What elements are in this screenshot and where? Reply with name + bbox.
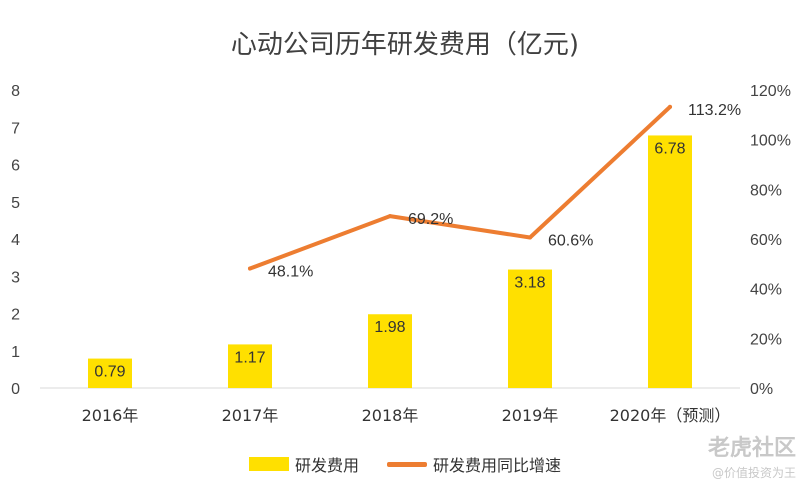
x-tick-label: 2016年 [82, 406, 139, 425]
bar-data-label: 0.79 [94, 364, 125, 381]
y-left-tick-label: 8 [11, 83, 20, 100]
y-left-tick-label: 4 [11, 232, 20, 249]
growth-line [248, 104, 672, 271]
y-left-tick-label: 3 [11, 269, 20, 286]
y-left-tick-label: 2 [11, 307, 20, 324]
bar [88, 358, 132, 388]
legend-item-line: 研发费用同比增速 [387, 452, 561, 476]
bar [228, 344, 272, 388]
y-right-tick-label: 0% [750, 381, 773, 398]
bar [508, 269, 552, 388]
legend-swatch-line [387, 461, 427, 467]
y-left-tick-label: 0 [11, 381, 20, 398]
y-left-tick-label: 6 [11, 158, 20, 175]
growth-point [388, 214, 392, 219]
growth-data-label: 69.2% [408, 211, 453, 228]
x-tick-label: 2020年（预测） [610, 406, 731, 425]
legend-item-bar: 研发费用 [248, 452, 359, 476]
y-right-tick-label: 120% [750, 83, 791, 100]
growth-data-label: 113.2% [688, 102, 741, 119]
legend-label-bar: 研发费用 [294, 456, 359, 475]
growth-point [668, 104, 672, 109]
y-left-tick-label: 5 [11, 195, 20, 212]
y-left-tick-label: 7 [11, 120, 20, 137]
y-left-tick-label: 1 [11, 344, 20, 361]
chart-title: 心动公司历年研发费用（亿元) [230, 30, 580, 60]
bar [368, 314, 412, 388]
growth-point [248, 266, 252, 271]
y-right-tick-label: 60% [750, 232, 782, 249]
bar-data-label: 3.18 [514, 275, 545, 292]
watermark-logo: 老虎社区 [707, 436, 796, 461]
y-right-tick-label: 40% [750, 282, 782, 299]
watermark: 老虎社区 @价值投资为王 [708, 430, 796, 481]
growth-point [528, 235, 532, 240]
x-tick-label: 2019年 [502, 406, 559, 425]
bar [648, 135, 692, 388]
watermark-sub: @价值投资为王 [711, 466, 796, 480]
legend-swatch-bar [248, 457, 289, 471]
growth-data-label: 60.6% [548, 233, 593, 250]
growth-data-label: 48.1% [268, 264, 313, 281]
x-tick-label: 2017年 [222, 406, 279, 425]
legend-label-line: 研发费用同比增速 [433, 456, 562, 475]
bar-data-label: 1.98 [374, 319, 405, 336]
bar-data-label: 6.78 [654, 140, 685, 157]
y-right-tick-label: 100% [750, 133, 791, 150]
legend: 研发费用 研发费用同比增速 [0, 452, 810, 476]
y-right-tick-label: 20% [750, 331, 782, 348]
x-tick-label: 2018年 [362, 406, 419, 425]
y-right-tick-label: 80% [750, 182, 782, 199]
bar-data-label: 1.17 [234, 349, 265, 366]
